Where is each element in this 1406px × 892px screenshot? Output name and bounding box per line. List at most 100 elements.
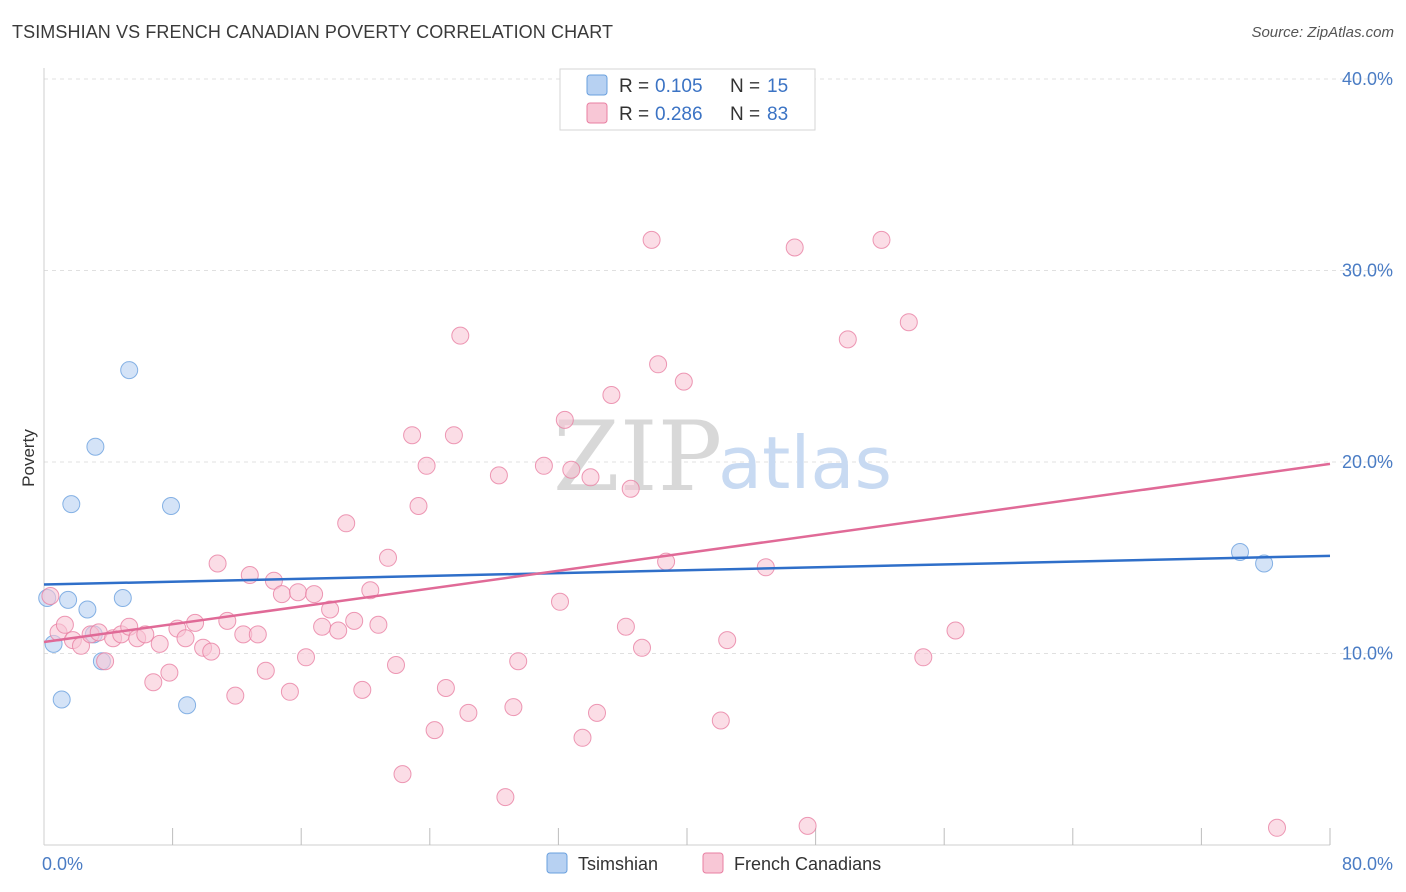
french-canadians-point-27 <box>256 661 275 680</box>
french-canadians-point-46 <box>409 497 428 515</box>
french-canadians-point-66 <box>621 479 640 498</box>
french-canadians-point-82 <box>1268 818 1286 837</box>
french-canadians-point-14 <box>150 634 169 653</box>
french-canadians-point-51 <box>451 326 470 345</box>
legend-n-label-1: N = <box>730 76 760 97</box>
axis-labels: 10.0% 20.0% 30.0% 40.0% 0.0% 80.0% <box>42 69 1393 874</box>
french-canadians-point-79 <box>899 313 918 332</box>
french-canadians-point-42 <box>379 548 397 567</box>
french-canadians-point-47 <box>417 456 436 475</box>
french-canadians-point-30 <box>280 682 299 701</box>
trend-lines <box>43 462 1331 644</box>
axes <box>43 68 1331 846</box>
legend-swatch-tsimshian <box>586 74 608 96</box>
french-canadians-point-44 <box>393 765 412 784</box>
french-canadians-point-2 <box>55 615 74 634</box>
french-canadians-point-72 <box>711 711 730 730</box>
french-canadians-point-13 <box>144 673 163 692</box>
legend-r-value-2: 0.286 <box>655 104 703 125</box>
french-canadians-point-31 <box>289 583 307 602</box>
legend-r-label-1: R = <box>619 76 649 97</box>
legend-r-label-2: R = <box>619 104 649 125</box>
bottom-swatch-tsimshian <box>546 852 568 874</box>
legend-n-value-2: 83 <box>767 104 788 125</box>
french-canadians-point-45 <box>403 426 422 445</box>
french-canadians-point-48 <box>425 721 444 740</box>
chart-title: TSIMSHIAN VS FRENCH CANADIAN POVERTY COR… <box>12 22 614 42</box>
tsimshian-point-2 <box>52 690 71 709</box>
french-canadians-point-77 <box>838 330 857 349</box>
french-canadians-point-73 <box>718 631 737 650</box>
x-tick-label-0: 0.0% <box>42 854 83 874</box>
legend-r-value-1: 0.105 <box>655 76 703 97</box>
french-canadians-point-56 <box>509 652 528 671</box>
stats-legend: R = 0.105 N = 15 R = 0.286 N = 83 <box>559 68 816 131</box>
bottom-legend-french-canadians: French Canadians <box>734 854 881 874</box>
tsimshian-point-10 <box>120 361 139 380</box>
french-canadians-point-37 <box>337 514 356 533</box>
tsimshian-point-5 <box>78 600 97 619</box>
french-canadians-point-32 <box>297 648 315 667</box>
french-canadians-point-68 <box>642 230 661 249</box>
source-label: Source: ZipAtlas.com <box>1251 24 1394 41</box>
french-canadians-point-39 <box>353 680 372 699</box>
french-canadians-point-52 <box>459 703 478 722</box>
french-canadians-point-21 <box>208 554 227 573</box>
french-canadians-point-23 <box>226 686 245 705</box>
french-canadians-point-81 <box>946 621 965 640</box>
french-canadians-trend-line <box>43 462 1331 644</box>
french-canadians-point-80 <box>914 648 933 667</box>
french-canadians-point-57 <box>534 456 553 475</box>
french-canadians-point-69 <box>649 355 668 374</box>
legend-swatch-french-canadians <box>586 102 608 124</box>
french-canadians-point-38 <box>345 611 364 630</box>
data-points <box>38 230 1286 837</box>
legend-n-value-1: 15 <box>767 76 788 97</box>
y-tick-label-40: 40.0% <box>1342 69 1393 89</box>
watermark: ZIP atlas <box>553 401 892 513</box>
french-canadians-point-67 <box>633 638 651 657</box>
french-canadians-point-15 <box>160 663 179 682</box>
french-canadians-point-75 <box>785 238 804 257</box>
french-canadians-point-35 <box>321 600 340 619</box>
tsimshian-point-4 <box>62 495 81 514</box>
french-canadians-point-55 <box>504 698 523 717</box>
french-canadians-point-43 <box>387 656 405 674</box>
bottom-swatch-french-canadians <box>702 852 724 874</box>
french-canadians-point-61 <box>573 728 592 747</box>
tsimshian-trend-line <box>43 554 1331 586</box>
french-canadians-point-54 <box>496 788 515 807</box>
y-tick-label-10: 10.0% <box>1342 644 1393 664</box>
french-canadians-point-60 <box>562 460 581 479</box>
french-canadians-point-17 <box>176 629 195 648</box>
french-canadians-point-29 <box>272 585 291 604</box>
tsimshian-point-12 <box>178 696 197 715</box>
french-canadians-point-76 <box>798 816 817 835</box>
french-canadians-point-63 <box>588 703 606 722</box>
tsimshian-point-11 <box>162 497 180 515</box>
french-canadians-point-53 <box>489 466 508 485</box>
legend-n-label-2: N = <box>730 104 760 125</box>
french-canadians-point-64 <box>602 386 621 404</box>
french-canadians-point-50 <box>444 426 463 445</box>
french-canadians-point-58 <box>551 592 569 611</box>
french-canadians-point-26 <box>248 625 267 644</box>
french-canadians-point-33 <box>305 585 324 604</box>
tsimshian-point-3 <box>59 590 78 609</box>
y-tick-label-30: 30.0% <box>1342 261 1393 281</box>
tsimshian-point-7 <box>86 437 105 456</box>
french-canadians-point-78 <box>872 230 891 249</box>
french-canadians-point-20 <box>202 642 221 661</box>
french-canadians-point-71 <box>674 372 693 391</box>
tsimshian-point-13 <box>1231 543 1249 561</box>
french-canadians-point-41 <box>369 615 388 634</box>
french-canadians-point-0 <box>41 587 60 605</box>
french-canadians-point-34 <box>313 617 332 636</box>
series-legend: Tsimshian French Canadians <box>546 852 881 874</box>
bottom-legend-tsimshian: Tsimshian <box>578 854 658 874</box>
french-canadians-point-49 <box>436 679 455 697</box>
french-canadians-point-59 <box>555 410 574 429</box>
french-canadians-point-12 <box>136 625 155 644</box>
french-canadians-point-65 <box>616 617 635 636</box>
